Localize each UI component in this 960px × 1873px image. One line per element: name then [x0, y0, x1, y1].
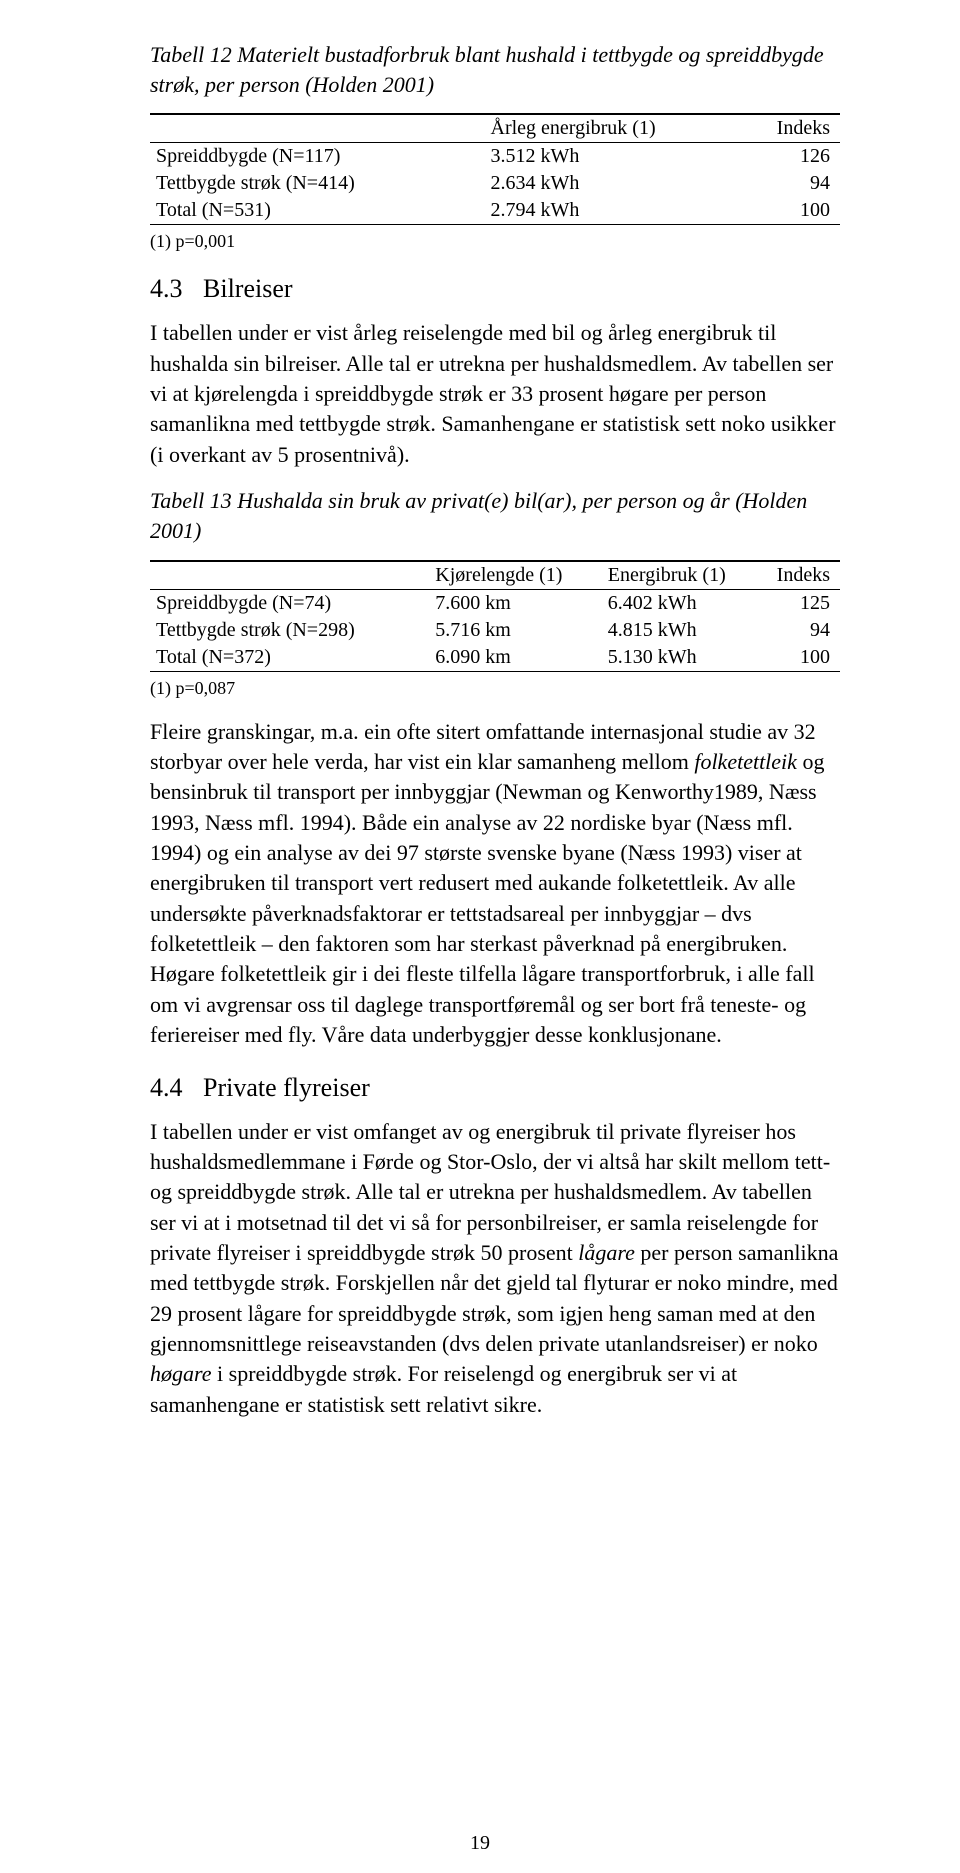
table12-h0 [150, 114, 461, 143]
table13-h2: Energibruk (1) [578, 561, 737, 590]
table12-footnote: (1) p=0,001 [150, 231, 840, 252]
table13-r2-energy: 5.130 kWh [578, 644, 737, 672]
table13-r1-dist: 5.716 km [405, 617, 578, 644]
table13-header-row: Kjørelengde (1) Energibruk (1) Indeks [150, 561, 840, 590]
table13-r2-dist: 6.090 km [405, 644, 578, 672]
table12: Årleg energibruk (1) Indeks Spreiddbygde… [150, 113, 840, 225]
section-4-4-heading: 4.4 Private flyreiser [150, 1073, 840, 1103]
table12-r2-energy: 2.794 kWh [461, 197, 703, 225]
table13-r0-label: Spreiddbygde (N=74) [150, 589, 405, 617]
section-4-4-title: Private flyreiser [203, 1073, 370, 1102]
table13-footnote: (1) p=0,087 [150, 678, 840, 699]
table13-r2-label: Total (N=372) [150, 644, 405, 672]
section-4-4-para: I tabellen under er vist omfanget av og … [150, 1117, 840, 1421]
table13-r0-dist: 7.600 km [405, 589, 578, 617]
table13-r0-index: 125 [736, 589, 840, 617]
table-row: Spreiddbygde (N=117) 3.512 kWh 126 [150, 143, 840, 171]
table13-r1-index: 94 [736, 617, 840, 644]
section-4-3-title: Bilreiser [203, 274, 293, 303]
page-number: 19 [0, 1832, 960, 1855]
table-row: Spreiddbygde (N=74) 7.600 km 6.402 kWh 1… [150, 589, 840, 617]
table-row: Total (N=531) 2.794 kWh 100 [150, 197, 840, 225]
table12-h1: Årleg energibruk (1) [461, 114, 703, 143]
sec44-em1: lågare [578, 1240, 635, 1265]
sec44-em2: høgare [150, 1361, 212, 1386]
table13-h3: Indeks [736, 561, 840, 590]
table12-r0-label: Spreiddbygde (N=117) [150, 143, 461, 171]
table-row: Tettbygde strøk (N=298) 5.716 km 4.815 k… [150, 617, 840, 644]
table13-r2-index: 100 [736, 644, 840, 672]
table-row: Total (N=372) 6.090 km 5.130 kWh 100 [150, 644, 840, 672]
para-after-t13-part2: og bensinbruk til transport per innbyggj… [150, 749, 824, 1047]
table-row: Tettbygde strøk (N=414) 2.634 kWh 94 [150, 170, 840, 197]
table13-r0-energy: 6.402 kWh [578, 589, 737, 617]
para-after-t13-em1: folketettleik [694, 749, 797, 774]
table12-h2: Indeks [702, 114, 840, 143]
table13-caption: Tabell 13 Hushalda sin bruk av privat(e)… [150, 486, 840, 545]
para-after-table13: Fleire granskingar, m.a. ein ofte sitert… [150, 717, 840, 1051]
table12-r0-index: 126 [702, 143, 840, 171]
table12-r2-label: Total (N=531) [150, 197, 461, 225]
section-4-4-num: 4.4 [150, 1073, 183, 1102]
table13-r1-energy: 4.815 kWh [578, 617, 737, 644]
section-4-3-para1: I tabellen under er vist årleg reiseleng… [150, 318, 840, 470]
table12-r0-energy: 3.512 kWh [461, 143, 703, 171]
table13-h0 [150, 561, 405, 590]
table13-h1: Kjørelengde (1) [405, 561, 578, 590]
section-4-3-num: 4.3 [150, 274, 183, 303]
sec44-part3: i spreiddbygde strøk. For reiselengd og … [150, 1361, 737, 1416]
table12-r2-index: 100 [702, 197, 840, 225]
table12-r1-energy: 2.634 kWh [461, 170, 703, 197]
table12-r1-label: Tettbygde strøk (N=414) [150, 170, 461, 197]
table12-r1-index: 94 [702, 170, 840, 197]
section-4-3-heading: 4.3 Bilreiser [150, 274, 840, 304]
table12-header-row: Årleg energibruk (1) Indeks [150, 114, 840, 143]
table12-caption: Tabell 12 Materielt bustadforbruk blant … [150, 40, 840, 99]
document-page: Tabell 12 Materielt bustadforbruk blant … [0, 0, 960, 1873]
table13: Kjørelengde (1) Energibruk (1) Indeks Sp… [150, 560, 840, 672]
table13-r1-label: Tettbygde strøk (N=298) [150, 617, 405, 644]
